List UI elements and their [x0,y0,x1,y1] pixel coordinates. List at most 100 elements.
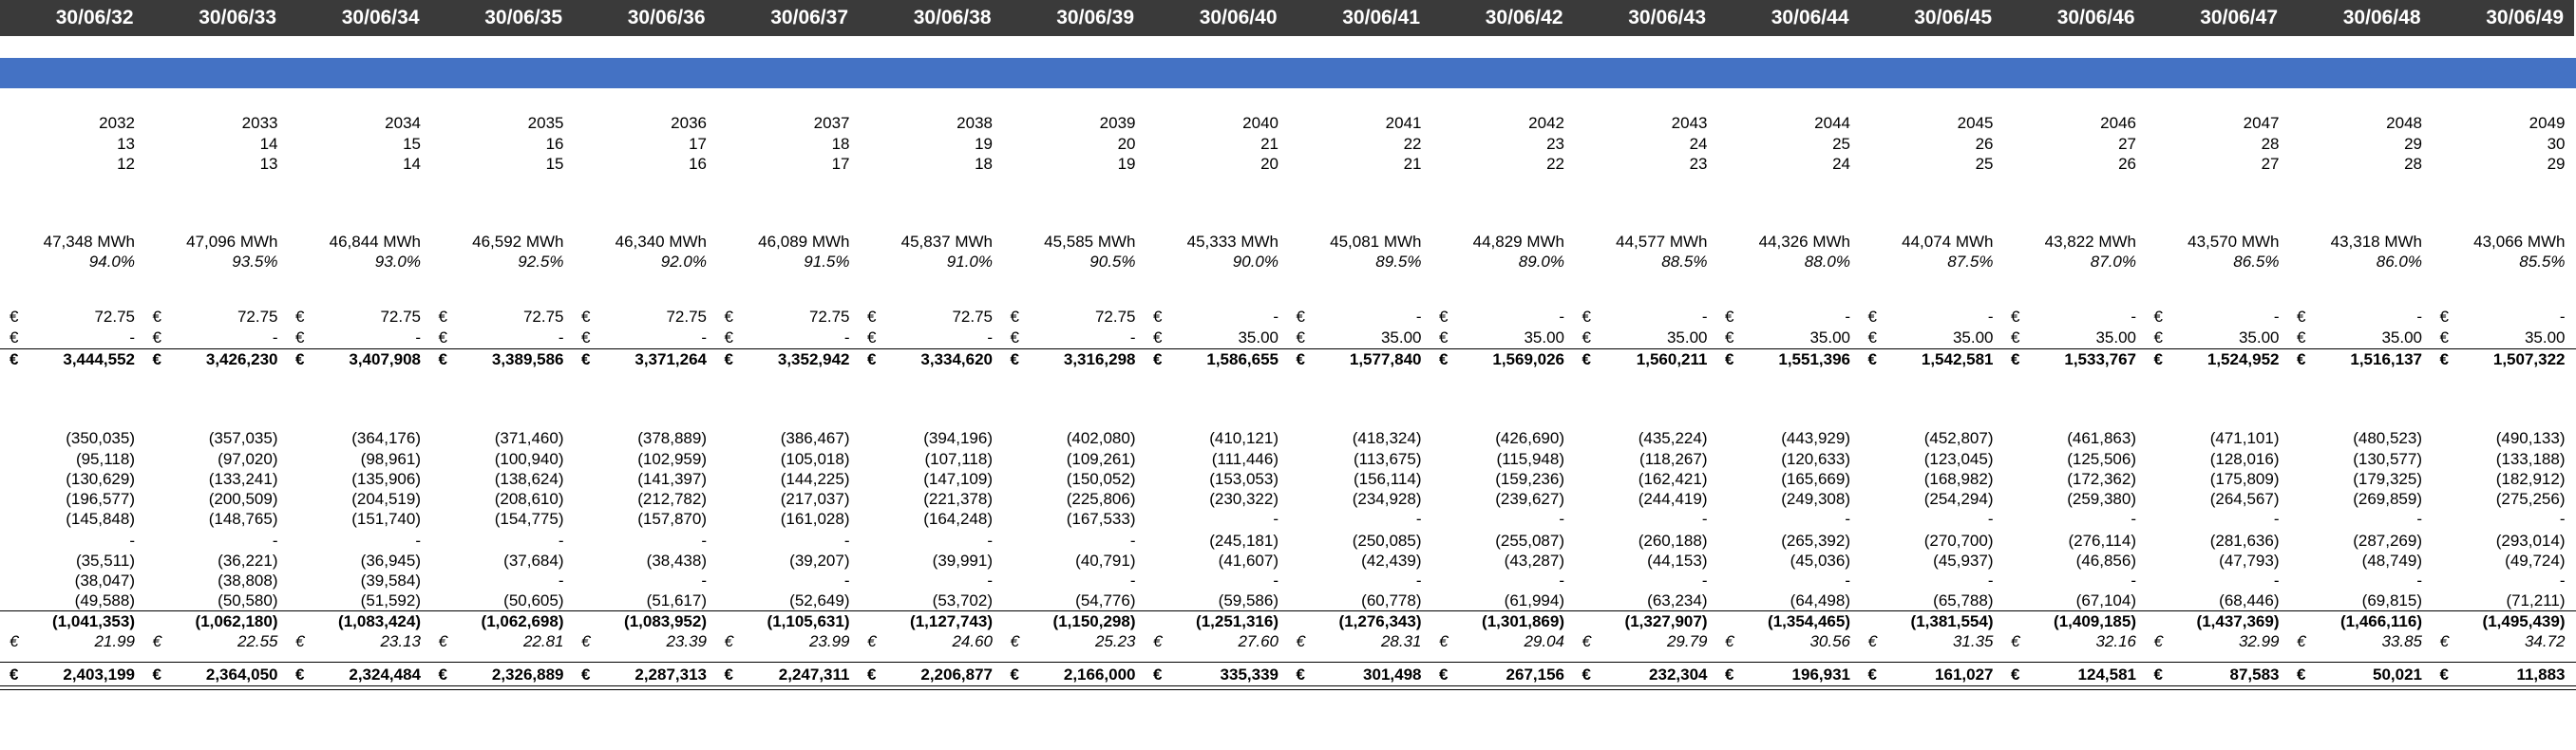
cell-c2[interactable]: (125,506) [2067,450,2136,468]
cell-n1[interactable]: 22 [1403,135,1422,153]
cell-c2[interactable]: (123,045) [1923,450,1994,468]
cell-c4[interactable]: (239,627) [1495,490,1564,508]
cell-c9[interactable]: (61,994) [1504,591,1564,609]
cell-c4[interactable]: (244,419) [1638,490,1708,508]
cell-year[interactable]: 2033 [241,114,278,132]
cell-energy[interactable]: 45,585 MWh [1044,233,1136,251]
cell-n1[interactable]: 26 [1975,135,1994,153]
cell-unit[interactable]: 28.31 [1380,632,1422,650]
cell-ctot[interactable]: (1,150,298) [1052,612,1136,630]
cell-unit[interactable]: 32.99 [2238,632,2280,650]
cell-c4[interactable]: (230,322) [1209,490,1279,508]
cell-c5[interactable]: (151,740) [351,510,421,528]
cell-pct[interactable]: 85.5% [2519,253,2566,271]
cell-rev[interactable]: 1,569,026 [1492,350,1564,368]
cell-p1[interactable]: - [2131,308,2136,326]
cell-c7[interactable]: (35,511) [75,552,135,570]
cell-rev[interactable]: 1,551,396 [1778,350,1850,368]
cell-c5[interactable]: - [1415,510,1422,528]
cell-n1[interactable]: 16 [545,135,564,153]
cell-c9[interactable]: (53,702) [932,591,993,609]
cell-year[interactable]: 2047 [2243,114,2280,132]
cell-c4[interactable]: (234,928) [1352,490,1422,508]
cell-c3[interactable]: (162,421) [1638,470,1708,488]
cell-c2[interactable]: (130,577) [2353,450,2422,468]
cell-c1[interactable]: (371,460) [494,429,564,447]
cell-pct[interactable]: 93.5% [232,253,278,271]
cell-c7[interactable]: (46,856) [2075,552,2136,570]
cell-c1[interactable]: (471,101) [2209,429,2280,447]
cell-ctot[interactable]: (1,354,465) [1768,612,1850,630]
cell-year[interactable]: 2032 [99,114,135,132]
cell-c7[interactable]: (37,684) [503,552,564,570]
cell-c1[interactable]: (402,080) [1066,429,1136,447]
cell-c2[interactable]: (133,188) [2495,450,2566,468]
cell-c1[interactable]: (435,224) [1638,429,1708,447]
cell-c4[interactable]: (200,509) [208,490,278,508]
cell-unit[interactable]: 24.60 [952,632,993,650]
cell-p2[interactable]: - [987,328,993,347]
cell-c7[interactable]: (41,607) [1218,552,1279,570]
cell-c5[interactable]: - [2131,510,2136,528]
cell-p2[interactable]: 35.00 [1952,328,1994,347]
cell-c2[interactable]: (102,959) [637,450,707,468]
cell-c8[interactable]: (38,047) [74,572,135,590]
cell-net[interactable]: 301,498 [1363,666,1422,684]
cell-c7[interactable]: (39,991) [932,552,993,570]
cell-c9[interactable]: (49,588) [74,591,135,609]
cell-p2[interactable]: - [415,328,421,347]
cell-unit[interactable]: 23.99 [808,632,850,650]
cell-energy[interactable]: 44,829 MWh [1472,233,1564,251]
cell-rev[interactable]: 3,426,230 [205,350,278,368]
cell-year[interactable]: 2038 [957,114,993,132]
cell-p2[interactable]: - [558,328,564,347]
cell-energy[interactable]: 45,837 MWh [900,233,993,251]
cell-rev[interactable]: 3,334,620 [920,350,993,368]
cell-c7[interactable]: (42,439) [1361,552,1422,570]
cell-c3[interactable]: (172,362) [2067,470,2136,488]
cell-c9[interactable]: (65,788) [1933,591,1994,609]
cell-energy[interactable]: 47,348 MWh [43,233,135,251]
cell-c8[interactable]: - [1845,572,1850,590]
cell-c6[interactable]: - [987,532,993,550]
cell-pct[interactable]: 88.5% [1661,253,1708,271]
cell-c7[interactable]: (40,791) [1075,552,1136,570]
cell-p1[interactable]: - [1987,308,1994,326]
cell-n2[interactable]: 27 [2261,155,2280,173]
cell-n1[interactable]: 25 [1832,135,1850,153]
cell-c6[interactable]: - [701,532,707,550]
cell-c4[interactable]: (269,859) [2353,490,2422,508]
cell-energy[interactable]: 44,326 MWh [1758,233,1850,251]
cell-pct[interactable]: 90.5% [1089,253,1136,271]
cell-year[interactable]: 2040 [1242,114,1279,132]
cell-net[interactable]: 267,156 [1506,666,1564,684]
cell-c2[interactable]: (115,948) [1496,450,1564,468]
cell-net[interactable]: 2,287,313 [635,666,707,684]
cell-c6[interactable]: (281,636) [2209,532,2280,550]
cell-net[interactable]: 50,021 [2373,666,2422,684]
cell-c5[interactable]: - [2416,510,2422,528]
cell-p2[interactable]: - [701,328,707,347]
cell-ctot[interactable]: (1,251,316) [1196,612,1279,630]
cell-year[interactable]: 2048 [2386,114,2422,132]
cell-c1[interactable]: (378,889) [637,429,707,447]
cell-c5[interactable]: - [1273,510,1279,528]
cell-rev[interactable]: 1,507,322 [2492,350,2566,368]
cell-unit[interactable]: 30.56 [1809,632,1850,650]
cell-c2[interactable]: (98,961) [360,450,421,468]
cell-net[interactable]: 196,931 [1791,666,1850,684]
cell-c4[interactable]: (204,519) [351,490,421,508]
cell-c1[interactable]: (364,176) [351,429,421,447]
cell-c2[interactable]: (107,118) [924,450,993,468]
cell-c4[interactable]: (212,782) [637,490,707,508]
cell-c6[interactable]: (293,014) [2495,532,2566,550]
cell-unit[interactable]: 25.23 [1094,632,1136,650]
cell-c4[interactable]: (217,037) [780,490,850,508]
cell-p1[interactable]: - [2273,308,2280,326]
cell-c2[interactable]: (109,261) [1066,450,1136,468]
cell-ctot[interactable]: (1,041,353) [52,612,135,630]
cell-energy[interactable]: 47,096 MWh [186,233,278,251]
cell-c7[interactable]: (39,207) [789,552,850,570]
cell-n1[interactable]: 21 [1260,135,1279,153]
cell-p1[interactable]: - [1415,308,1422,326]
